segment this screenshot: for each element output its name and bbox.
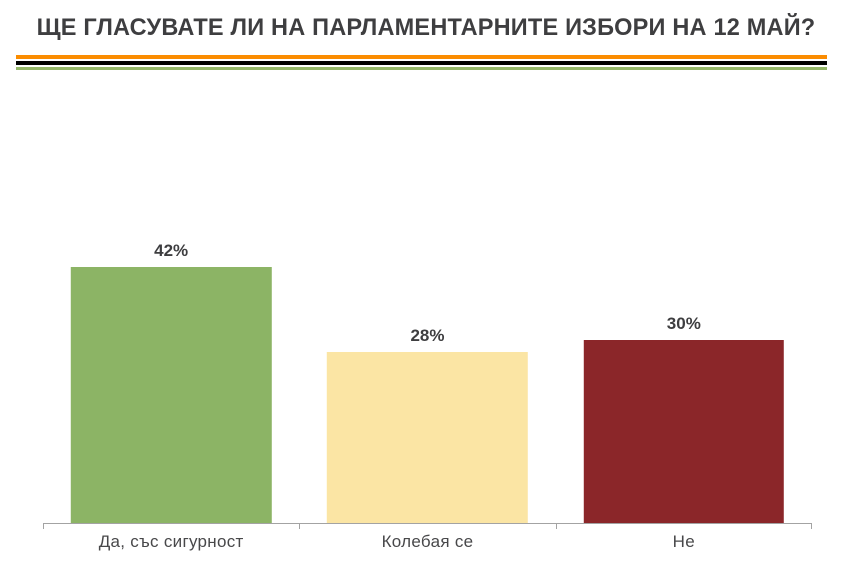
plot-area: 42% 28% 30% bbox=[43, 240, 812, 529]
axis-tick bbox=[811, 523, 812, 529]
axis-tick bbox=[555, 523, 557, 529]
axis-tick bbox=[299, 523, 301, 529]
category-label: Колебая се bbox=[381, 532, 474, 551]
bar-group: 42% bbox=[43, 240, 299, 523]
bar-group: 30% bbox=[556, 240, 812, 523]
category-axis-labels: Да, със сигурност Колебая се Не bbox=[43, 532, 812, 552]
category-label: Да, със сигурност bbox=[98, 532, 244, 551]
bar bbox=[70, 267, 272, 523]
bar-value-label: 28% bbox=[410, 326, 445, 345]
bar-group: 28% bbox=[299, 240, 555, 523]
title-separator bbox=[16, 55, 827, 70]
separator-line-black bbox=[16, 61, 827, 65]
bar bbox=[327, 352, 528, 523]
separator-line-orange bbox=[16, 55, 827, 59]
chart-title: ЩЕ ГЛАСУВАТЕ ЛИ НА ПАРЛАМЕНТАРНИТЕ ИЗБОР… bbox=[36, 14, 816, 41]
bar-value-label: 42% bbox=[154, 241, 189, 260]
bar bbox=[583, 340, 785, 523]
separator-line-green bbox=[16, 67, 827, 70]
bar-value-label: 30% bbox=[666, 314, 701, 333]
axis-tick bbox=[43, 523, 44, 529]
category-label: Не bbox=[672, 532, 695, 551]
